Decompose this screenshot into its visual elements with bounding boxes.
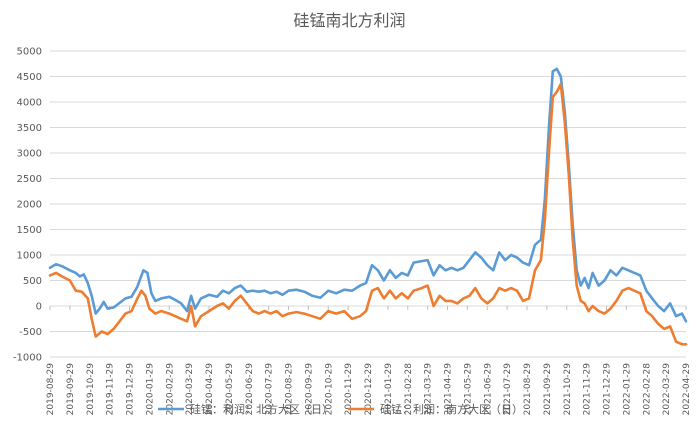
y-tick-label: 2000 (17, 200, 42, 211)
x-tick-label: 2021-06-29 (483, 363, 493, 416)
x-tick-label: 2021-02-28 (404, 363, 414, 416)
y-tick-label: 5000 (17, 47, 42, 58)
x-tick-label: 2019-10-29 (86, 363, 96, 416)
x-axis-ticks: 2019-08-29 2019-09-29 2019-10-29 2019-11-29… (46, 306, 692, 415)
x-tick-label: 2021-10-29 (563, 363, 573, 416)
x-tick-label: 2020-03-29 (185, 363, 195, 416)
x-tick-label: 2019-09-29 (66, 363, 76, 416)
gridlines (50, 50, 686, 358)
x-tick-label: 2019-08-29 (46, 363, 56, 416)
series-line-1 (48, 67, 688, 323)
x-tick-label: 2020-09-29 (304, 363, 314, 416)
x-tick-label: 2020-08-29 (285, 363, 295, 416)
x-tick-label: 2021-04-29 (444, 363, 454, 416)
y-axis-ticks: 5000450040003500300025002000150010005000… (13, 47, 42, 364)
y-tick-label: 3500 (17, 123, 42, 134)
x-tick-label: 2022-03-29 (662, 363, 672, 416)
x-tick-label: 2020-11-29 (344, 363, 354, 416)
x-tick-label: 2020-04-29 (205, 363, 215, 416)
x-tick-label: 2021-11-29 (583, 363, 593, 416)
y-tick-label: -500 (19, 327, 42, 338)
y-tick-label: 3000 (17, 149, 42, 160)
y-tick-label: -1000 (13, 353, 42, 364)
series-line-2 (48, 82, 688, 346)
y-tick-label: 0 (36, 302, 42, 313)
x-tick-label: 2020-06-29 (245, 363, 255, 416)
x-tick-label: 2021-12-29 (603, 363, 613, 416)
x-tick-label: 2020-01-29 (145, 363, 155, 416)
y-tick-label: 500 (23, 276, 42, 287)
x-tick-label: 2019-12-29 (126, 363, 136, 416)
y-tick-label: 4000 (17, 98, 42, 109)
x-tick-label: 2021-05-29 (463, 363, 473, 416)
x-tick-label: 2019-11-29 (106, 363, 116, 416)
x-tick-label: 2022-01-29 (622, 363, 632, 416)
series-lines (48, 67, 688, 346)
y-tick-label: 4500 (17, 72, 42, 83)
x-tick-label: 2021-07-29 (503, 363, 513, 416)
x-tick-label: 2020-12-29 (364, 363, 374, 416)
x-tick-label: 2022-02-28 (642, 363, 652, 416)
x-tick-label: 2021-01-29 (384, 363, 394, 416)
y-tick-label: 1000 (17, 251, 42, 262)
x-tick-label: 2022-04-29 (682, 363, 692, 416)
x-tick-label: 2021-03-29 (424, 363, 434, 416)
chart-title: 硅锰南北方利润 (293, 11, 405, 30)
x-tick-label: 2020-10-29 (324, 363, 334, 416)
x-tick-label: 2020-05-29 (225, 363, 235, 416)
legend: 硅锰：利润：北方大区（日） 硅锰：利润：南方大区（日） (158, 402, 523, 416)
legend-label-2: 硅锰：利润：南方大区（日） (380, 402, 523, 416)
y-tick-label: 2500 (17, 174, 42, 185)
legend-label-1: 硅锰：利润：北方大区（日） (190, 402, 333, 416)
x-tick-label: 2021-08-29 (523, 363, 533, 416)
x-tick-label: 2021-09-29 (543, 363, 553, 416)
x-tick-label: 2020-07-29 (265, 363, 275, 416)
x-tick-label: 2020-02-29 (165, 363, 175, 416)
y-tick-label: 1500 (17, 225, 42, 236)
